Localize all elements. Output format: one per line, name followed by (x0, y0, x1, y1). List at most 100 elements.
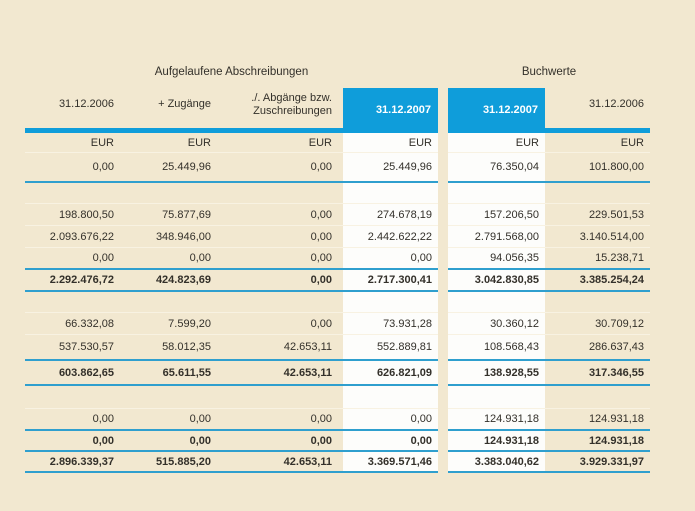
table-cell: 66.332,08 (25, 313, 120, 335)
table-cell (448, 183, 545, 204)
table-cell (217, 183, 338, 204)
table-cell: 0,00 (120, 431, 217, 452)
table-cell: 0,00 (217, 431, 338, 452)
table-row: 66.332,08 7.599,20 0,00 73.931,28 30.360,12 3… (25, 313, 650, 335)
table-cell: 3.369.571,46 (343, 452, 438, 473)
column-spacer (338, 133, 344, 153)
table-cell: 30.360,12 (448, 313, 545, 335)
table-cell: 3.140.514,00 (545, 226, 650, 248)
table-row: 0,00 0,00 0,00 0,00 94.056,35 15.238,71 (25, 248, 650, 270)
table-cell: 0,00 (25, 248, 120, 270)
table-cell: 65.611,55 (120, 361, 217, 386)
table-cell: 0,00 (343, 409, 438, 431)
table-cell (343, 292, 438, 313)
table-cell: 25.449,96 (343, 153, 438, 183)
column-spacer (338, 313, 344, 335)
column-spacer (438, 204, 448, 226)
table-row: 2.093.676,22 348.946,00 0,00 2.442.622,22 2.… (25, 226, 650, 248)
column-header-31-12-2007-depreciation: 31.12.2007 (343, 82, 438, 133)
table-cell: 0,00 (217, 270, 338, 292)
table-cell (545, 292, 650, 313)
table-cell: 108.568,43 (448, 335, 545, 361)
column-spacer (438, 431, 448, 452)
table-cell: 3.042.830,85 (448, 270, 545, 292)
column-spacer (438, 248, 448, 270)
table-cell: 424.823,69 (120, 270, 217, 292)
table-cell: 626.821,09 (343, 361, 438, 386)
table-cell: 348.946,00 (120, 226, 217, 248)
unit-cell: EUR (343, 133, 438, 153)
column-spacer (438, 292, 448, 313)
highlight-box: 31.12.2007 (343, 88, 438, 133)
table-cell: 124.931,18 (448, 431, 545, 452)
table-cell: 0,00 (217, 153, 338, 183)
table-row: 0,00 0,00 0,00 0,00 124.931,18 124.931,18 (25, 409, 650, 431)
table-cell: 0,00 (120, 248, 217, 270)
table-cell: 3.929.331,97 (545, 452, 650, 473)
table-cell: 3.383.040,62 (448, 452, 545, 473)
column-spacer (438, 82, 448, 133)
column-spacer (338, 82, 343, 133)
table-cell: 25.449,96 (120, 153, 217, 183)
table-cell: 286.637,43 (545, 335, 650, 361)
unit-cell: EUR (120, 133, 217, 153)
column-spacer (338, 226, 344, 248)
table-cell: 42.653,11 (217, 452, 338, 473)
column-spacer (438, 153, 448, 183)
table-cell: 76.350,04 (448, 153, 545, 183)
table-cell: 0,00 (217, 226, 338, 248)
column-header-row: 31.12.2006 + Zugänge ./. Abgänge bzw. Zu… (25, 82, 650, 133)
column-header-31-12-2007-bookvalue: 31.12.2007 (448, 82, 545, 133)
table-cell: 42.653,11 (217, 335, 338, 361)
table-row: 0,00 25.449,96 0,00 25.449,96 76.350,04 101.8… (25, 153, 650, 183)
table-cell: 0,00 (25, 431, 120, 452)
table-cell: 2.093.676,22 (25, 226, 120, 248)
table-cell (25, 386, 120, 409)
table-cell: 124.931,18 (545, 409, 650, 431)
column-spacer (338, 183, 344, 204)
table-cell: 94.056,35 (448, 248, 545, 270)
table-cell: 124.931,18 (545, 431, 650, 452)
table-cell: 138.928,55 (448, 361, 545, 386)
table-cell (120, 292, 217, 313)
table-cell (545, 386, 650, 409)
column-header-31-12-2006-depreciation: 31.12.2006 (25, 82, 120, 133)
unit-cell: EUR (217, 133, 338, 153)
table-cell (217, 386, 338, 409)
table-cell: 0,00 (343, 248, 438, 270)
table-cell: 0,00 (217, 313, 338, 335)
column-spacer (338, 361, 344, 386)
unit-row: EUR EUR EUR EUR EUR EUR (25, 133, 650, 153)
table-body: 0,00 25.449,96 0,00 25.449,96 76.350,04 101.8… (25, 153, 650, 473)
table-cell: 537.530,57 (25, 335, 120, 361)
table-cell: 0,00 (25, 153, 120, 183)
column-spacer (338, 270, 344, 292)
table-cell: 101.800,00 (545, 153, 650, 183)
table-cell (448, 386, 545, 409)
table-cell: 30.709,12 (545, 313, 650, 335)
table-row: 2.292.476,72 424.823,69 0,00 2.717.300,41 3.… (25, 270, 650, 292)
table-cell: 2.442.622,22 (343, 226, 438, 248)
table-row: 0,00 0,00 0,00 0,00 124.931,18 124.931,18 (25, 431, 650, 452)
table-cell: 0,00 (25, 409, 120, 431)
table-row: 198.800,50 75.877,69 0,00 274.678,19 157.206… (25, 204, 650, 226)
table-cell: 58.012,35 (120, 335, 217, 361)
table-cell: 2.896.339,37 (25, 452, 120, 473)
column-spacer (438, 183, 448, 204)
column-spacer (338, 204, 344, 226)
table-cell: 0,00 (120, 409, 217, 431)
column-spacer (338, 248, 344, 270)
table-cell: 2.292.476,72 (25, 270, 120, 292)
column-spacer (438, 270, 448, 292)
column-header-31-12-2006-bookvalue: 31.12.2006 (545, 82, 650, 133)
column-spacer (438, 226, 448, 248)
group-header-row: Aufgelaufene Abschreibungen Buchwerte (25, 62, 650, 82)
table-cell: 552.889,81 (343, 335, 438, 361)
table-cell: 317.346,55 (545, 361, 650, 386)
column-spacer (338, 335, 344, 361)
table-cell: 2.717.300,41 (343, 270, 438, 292)
table-cell (343, 386, 438, 409)
unit-cell: EUR (448, 133, 545, 153)
table-cell (120, 183, 217, 204)
